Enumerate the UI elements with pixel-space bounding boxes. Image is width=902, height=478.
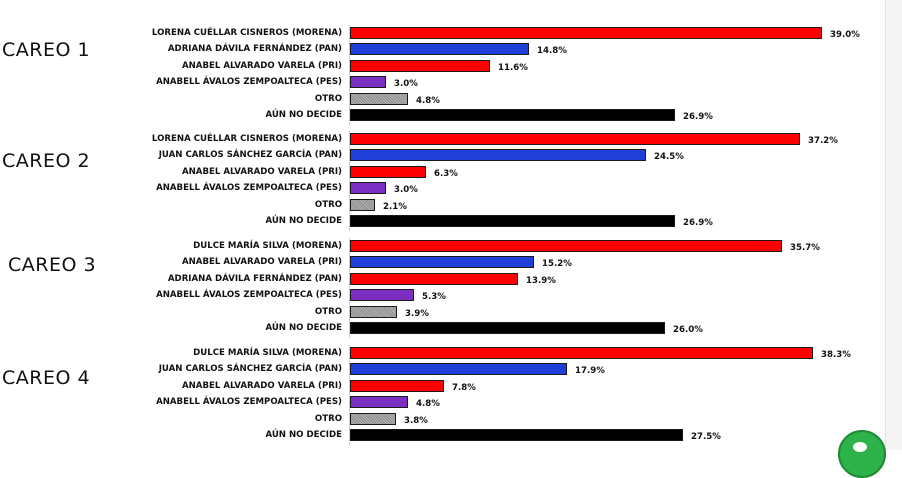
value-label: 37.2% (808, 136, 838, 146)
value-label: 2.1% (383, 202, 407, 212)
bar (350, 322, 665, 334)
category-label: ADRIANA DÁVILA FERNÁNDEZ (PAN) (167, 274, 342, 284)
category-label: ANABEL ALVARADO VARELA (PRI) (181, 257, 342, 267)
careo-title: CAREO 1 (2, 39, 91, 61)
category-label: AÚN NO DECIDE (265, 110, 342, 120)
value-label: 17.9% (575, 366, 605, 376)
category-label: ANABELL ÁVALOS ZEMPOALTECA (PES) (156, 77, 342, 87)
category-label: JUAN CARLOS SÁNCHEZ GARCÍA (PAN) (158, 150, 342, 160)
axis-line (349, 345, 350, 446)
value-label: 7.8% (452, 383, 476, 393)
value-label: 3.0% (394, 185, 418, 195)
bar (350, 149, 646, 161)
category-label: ANABEL ALVARADO VARELA (PRI) (181, 167, 342, 177)
value-label: 39.0% (830, 30, 860, 40)
bar (350, 240, 782, 252)
bar (350, 413, 396, 425)
bar (350, 347, 813, 359)
category-label: JUAN CARLOS SÁNCHEZ GARCÍA (PAN) (158, 364, 342, 374)
poll-chart: CAREO 1 LORENA CUÉLLAR CISNEROS (MORENA) 3… (2, 25, 860, 446)
category-label: ANABEL ALVARADO VARELA (PRI) (181, 61, 342, 71)
value-label: 11.6% (498, 63, 528, 73)
value-label: 35.7% (790, 243, 820, 253)
category-label: DULCE MARÍA SILVA (MORENA) (193, 348, 342, 358)
careo-title: CAREO 3 (8, 254, 97, 276)
careo-title: CAREO 4 (2, 367, 91, 389)
value-label: 38.3% (821, 350, 851, 360)
bar (350, 182, 386, 194)
bar (350, 93, 408, 105)
bar (350, 380, 444, 392)
status-circle-icon-inner (853, 442, 867, 452)
bar (350, 429, 683, 441)
category-label: ANABELL ÁVALOS ZEMPOALTECA (PES) (156, 290, 342, 300)
category-label: DULCE MARÍA SILVA (MORENA) (193, 241, 342, 251)
bar (350, 60, 490, 72)
bar (350, 363, 567, 375)
value-label: 3.0% (394, 79, 418, 89)
bar (350, 199, 375, 211)
category-label: ADRIANA DÁVILA FERNÁNDEZ (PAN) (167, 44, 342, 54)
value-label: 26.9% (683, 112, 713, 122)
bar (350, 166, 426, 178)
bar (350, 76, 386, 88)
value-label: 27.5% (691, 432, 721, 442)
bar (350, 43, 529, 55)
bar (350, 289, 414, 301)
category-label: OTRO (314, 200, 342, 210)
axis-line (349, 238, 350, 339)
value-label: 24.5% (654, 152, 684, 162)
bar (350, 109, 675, 121)
value-label: 4.8% (416, 96, 440, 106)
category-label: LORENA CUÉLLAR CISNEROS (MORENA) (151, 28, 342, 38)
bar (350, 27, 822, 39)
value-label: 15.2% (542, 259, 572, 269)
value-label: 26.9% (683, 218, 713, 228)
category-label: OTRO (314, 414, 342, 424)
value-label: 4.8% (416, 399, 440, 409)
value-label: 5.3% (422, 292, 446, 302)
bar (350, 396, 408, 408)
careo-title: CAREO 2 (2, 150, 91, 172)
category-label: LORENA CUÉLLAR CISNEROS (MORENA) (151, 134, 342, 144)
scrollbar[interactable] (885, 0, 902, 450)
bar (350, 256, 534, 268)
category-label: OTRO (314, 307, 342, 317)
category-label: ANABELL ÁVALOS ZEMPOALTECA (PES) (156, 397, 342, 407)
value-label: 6.3% (434, 169, 458, 179)
category-label: AÚN NO DECIDE (265, 430, 342, 440)
category-label: ANABELL ÁVALOS ZEMPOALTECA (PES) (156, 183, 342, 193)
axis-line (349, 25, 350, 126)
bar (350, 133, 800, 145)
value-label: 13.9% (526, 276, 556, 286)
value-label: 14.8% (537, 46, 567, 56)
category-label: ANABEL ALVARADO VARELA (PRI) (181, 381, 342, 391)
bar (350, 273, 518, 285)
axis-line (349, 131, 350, 232)
value-label: 26.0% (673, 325, 703, 335)
value-label: 3.9% (405, 309, 429, 319)
bar (350, 215, 675, 227)
bar (350, 306, 397, 318)
value-label: 3.8% (404, 416, 428, 426)
category-label: AÚN NO DECIDE (265, 323, 342, 333)
category-label: OTRO (314, 94, 342, 104)
status-circle-icon[interactable] (838, 430, 886, 478)
category-label: AÚN NO DECIDE (265, 216, 342, 226)
